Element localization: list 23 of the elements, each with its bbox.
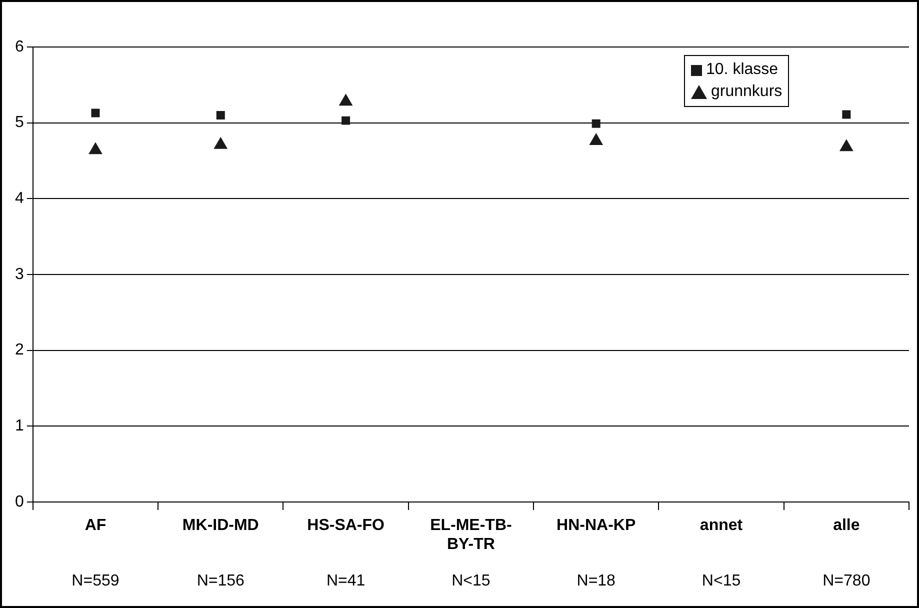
y-tick-label: 2 [14,342,24,359]
legend-label: grunnkurs [711,83,782,101]
x-tick-label: AF [84,517,106,534]
text: N=559 [72,572,120,590]
text: N=41 [326,572,366,590]
x-tick-label: MK-ID-MD [182,517,259,534]
x-tick-label: annet [700,517,744,534]
text: N=780 [822,572,870,590]
text: N=18 [576,572,616,590]
x-tick-label: HN-NA-KP [556,517,636,534]
y-tick-label: 5 [14,114,24,132]
legend-label: 10. klasse [706,61,778,79]
text: N<15 [702,572,741,590]
x-tick-label: EL-ME-TB-BY-TR [430,517,512,554]
x-tick-label: HS-SA-FO [307,517,384,534]
x-tick-label: alle [833,517,860,534]
y-tick-label: 3 [14,266,24,283]
y-tick-label: 1 [14,418,24,435]
text: N=156 [196,572,245,590]
y-tick-label: 0 [14,493,24,510]
y-tick-label: 4 [14,190,24,208]
text: N<15 [452,572,490,590]
y-tick-label: 6 [14,38,24,56]
